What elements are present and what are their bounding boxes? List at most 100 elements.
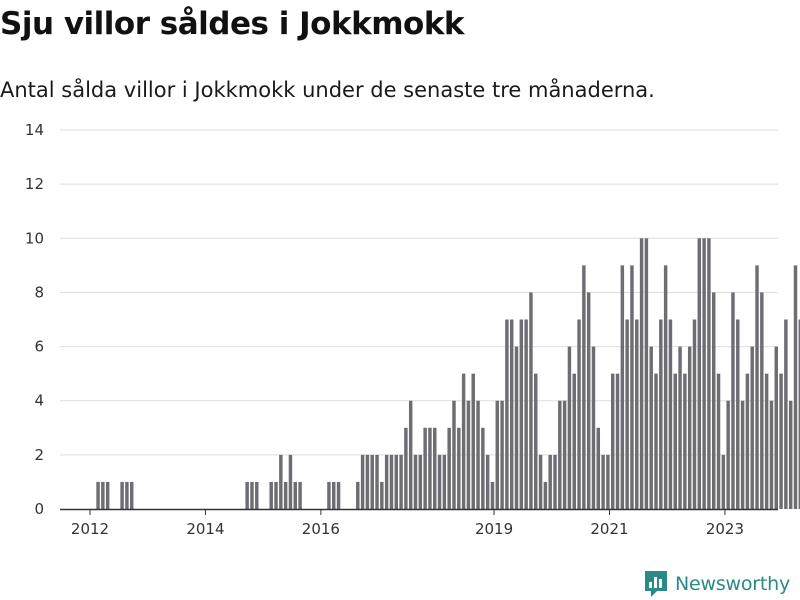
bar bbox=[596, 427, 601, 509]
bar bbox=[644, 238, 649, 510]
bar bbox=[654, 373, 658, 509]
bar bbox=[288, 454, 293, 509]
bar bbox=[500, 400, 504, 509]
bar bbox=[120, 481, 124, 509]
bar bbox=[485, 454, 490, 509]
bar bbox=[582, 265, 586, 509]
bar bbox=[423, 427, 427, 509]
bar bbox=[245, 481, 249, 509]
bar bbox=[370, 454, 374, 509]
bar bbox=[721, 454, 726, 509]
x-tick-label: 2023 bbox=[706, 520, 744, 538]
y-tick-label: 4 bbox=[34, 392, 44, 410]
bar bbox=[408, 400, 413, 509]
brand-name: Newsworthy bbox=[675, 573, 791, 595]
x-tick-label: 2021 bbox=[590, 520, 628, 538]
bar bbox=[471, 373, 475, 509]
bar bbox=[740, 400, 745, 509]
bar bbox=[360, 454, 365, 509]
bar bbox=[649, 346, 653, 509]
bar bbox=[659, 319, 663, 509]
bar bbox=[96, 481, 100, 509]
bar bbox=[784, 319, 788, 509]
newsworthy-logo: Newsworthy bbox=[643, 569, 790, 599]
bar bbox=[447, 427, 451, 509]
bar bbox=[668, 319, 673, 509]
y-tick-label: 10 bbox=[25, 229, 44, 247]
bar bbox=[687, 346, 692, 509]
bar bbox=[495, 400, 500, 509]
y-tick-label: 14 bbox=[25, 121, 44, 139]
bar bbox=[543, 481, 548, 509]
y-tick-label: 12 bbox=[25, 175, 44, 193]
bar bbox=[375, 454, 379, 509]
bar bbox=[572, 373, 576, 509]
bar bbox=[577, 319, 581, 509]
axes bbox=[60, 508, 778, 515]
bar bbox=[697, 238, 702, 510]
bar bbox=[336, 481, 341, 509]
chart-title: Sju villor såldes i Jokkmokk bbox=[0, 6, 465, 42]
newsworthy-icon bbox=[645, 571, 667, 597]
bar bbox=[437, 454, 442, 509]
bar bbox=[509, 319, 514, 509]
bar bbox=[404, 427, 408, 509]
chart-subtitle: Antal sålda villor i Jokkmokk under de s… bbox=[0, 78, 655, 102]
bar bbox=[601, 454, 605, 509]
bar bbox=[764, 373, 769, 509]
bar bbox=[356, 481, 360, 509]
bar bbox=[394, 454, 399, 509]
bar bbox=[736, 319, 740, 509]
bar bbox=[750, 346, 754, 509]
bar bbox=[798, 319, 800, 509]
bar bbox=[452, 400, 456, 509]
bar bbox=[279, 454, 283, 509]
bar bbox=[673, 373, 677, 509]
bar bbox=[538, 454, 543, 509]
bar bbox=[731, 292, 735, 509]
y-tick-label: 6 bbox=[34, 338, 44, 356]
bar bbox=[639, 238, 644, 510]
bar bbox=[418, 454, 423, 509]
y-tick-label: 2 bbox=[34, 446, 44, 464]
bar bbox=[101, 481, 105, 509]
bar bbox=[615, 373, 620, 509]
bar bbox=[635, 319, 639, 509]
bar bbox=[788, 400, 793, 509]
bar bbox=[399, 454, 403, 509]
bar bbox=[774, 346, 778, 509]
bar bbox=[514, 346, 519, 509]
bar bbox=[389, 454, 394, 509]
gridlines bbox=[60, 129, 778, 456]
bar bbox=[692, 319, 697, 509]
bar bbox=[745, 373, 750, 509]
bar bbox=[769, 400, 774, 509]
bar bbox=[553, 454, 557, 509]
bar bbox=[327, 481, 331, 509]
bar bbox=[755, 265, 759, 509]
bar bbox=[620, 265, 625, 509]
x-tick-label: 2016 bbox=[302, 520, 340, 538]
bar bbox=[591, 346, 596, 509]
bar bbox=[529, 292, 533, 509]
bar bbox=[663, 265, 668, 509]
x-tick-label: 2019 bbox=[475, 520, 513, 538]
bar bbox=[380, 481, 384, 509]
bar bbox=[625, 319, 629, 509]
bar bbox=[269, 481, 273, 509]
bar bbox=[683, 373, 687, 509]
bar bbox=[384, 454, 389, 509]
bar bbox=[457, 427, 461, 509]
bar bbox=[558, 400, 562, 509]
bar bbox=[562, 400, 567, 509]
x-tick-label: 2012 bbox=[71, 520, 109, 538]
bar bbox=[711, 292, 716, 509]
bar bbox=[726, 400, 730, 509]
bar bbox=[442, 454, 447, 509]
bar bbox=[760, 292, 764, 509]
bar bbox=[332, 481, 336, 509]
bar bbox=[519, 319, 524, 509]
bar bbox=[586, 292, 591, 509]
bar bbox=[678, 346, 682, 509]
bar bbox=[793, 265, 798, 509]
